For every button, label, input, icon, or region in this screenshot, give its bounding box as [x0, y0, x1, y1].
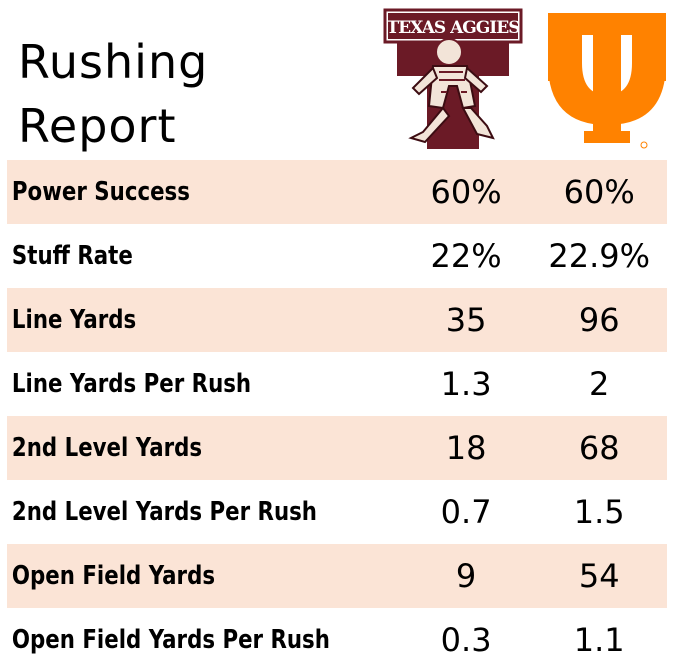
texas-am-value: 22% — [430, 237, 502, 275]
stat-label: 2nd Level Yards Per Rush — [11, 497, 317, 527]
tennessee-value: 1.5 — [573, 493, 625, 531]
tennessee-value: 22.9% — [548, 237, 651, 275]
texas-am-value: 0.7 — [440, 493, 492, 531]
stat-row: Power Success 60% 60% — [7, 160, 667, 224]
texas-am-value: 9 — [455, 557, 477, 595]
stat-label: Stuff Rate — [11, 241, 133, 271]
stat-row: 2nd Level Yards Per Rush 0.7 1.5 — [7, 480, 667, 544]
stat-label: Open Field Yards — [11, 561, 216, 591]
texas-am-value: 18 — [445, 429, 487, 467]
texas-am-logo: TEXAS AGGIES — [383, 8, 523, 149]
tennessee-value: 68 — [578, 429, 620, 467]
stat-row: Line Yards 35 96 — [7, 288, 667, 352]
stat-row: Line Yards Per Rush 1.3 2 — [7, 352, 667, 416]
tennessee-value: 2 — [589, 365, 610, 403]
stat-row: Stuff Rate 22% 22.9% — [7, 224, 667, 288]
title-line-1: Rushing — [18, 35, 209, 89]
stat-row: Open Field Yards 9 54 — [7, 544, 667, 608]
stat-label: Open Field Yards Per Rush — [11, 625, 330, 655]
tennessee-value: 60% — [563, 173, 635, 211]
texas-am-value: 1.3 — [440, 365, 492, 403]
stat-label: Line Yards Per Rush — [11, 369, 252, 399]
page-title: Rushing Report — [18, 30, 208, 158]
stat-label: Power Success — [11, 177, 190, 207]
texas-am-value: 60% — [430, 173, 502, 211]
tennessee-value: 1.1 — [573, 621, 625, 659]
title-line-2: Report — [18, 99, 177, 153]
texas-aggies-wordmark: TEXAS AGGIES — [387, 18, 521, 38]
stat-row: 2nd Level Yards 18 68 — [7, 416, 667, 480]
stat-row: Open Field Yards Per Rush 0.3 1.1 — [7, 608, 667, 672]
texas-am-value: 0.3 — [440, 621, 492, 659]
tennessee-logo — [548, 13, 666, 149]
stat-label: 2nd Level Yards — [11, 433, 203, 463]
stat-label: Line Yards — [11, 305, 137, 335]
rushing-stats-table: Power Success 60% 60% Stuff Rate 22% 22.9% Lin… — [7, 160, 667, 672]
texas-am-value: 35 — [445, 301, 487, 339]
tennessee-value: 54 — [578, 557, 620, 595]
tennessee-value: 96 — [578, 301, 620, 339]
